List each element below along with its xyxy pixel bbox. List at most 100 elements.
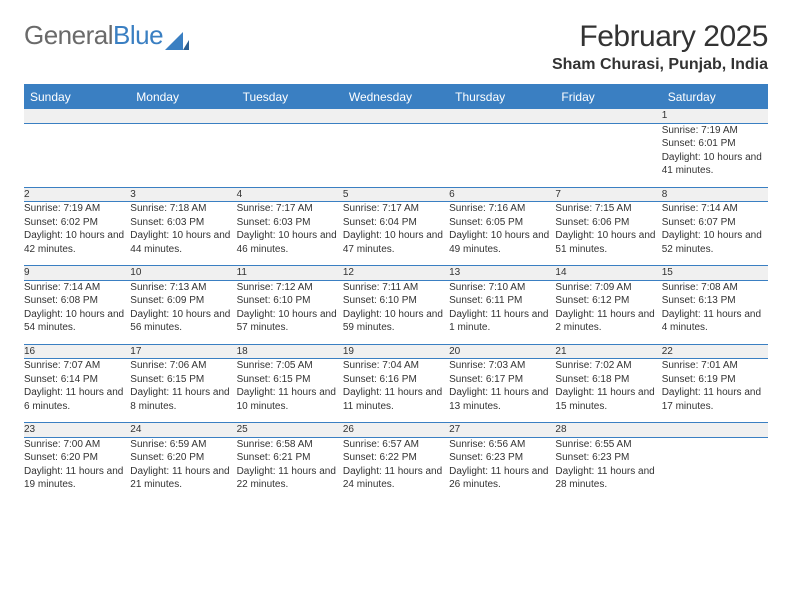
- day-number: 14: [555, 266, 661, 281]
- sunrise-text: Sunrise: 7:11 AM: [343, 281, 449, 295]
- sunset-text: Sunset: 6:14 PM: [24, 373, 130, 387]
- sunrise-text: Sunrise: 7:18 AM: [130, 202, 236, 216]
- day-detail: Sunrise: 7:19 AMSunset: 6:01 PMDaylight:…: [662, 123, 768, 187]
- sunrise-text: Sunrise: 7:16 AM: [449, 202, 555, 216]
- sunrise-text: Sunrise: 7:10 AM: [449, 281, 555, 295]
- day-detail: Sunrise: 7:05 AMSunset: 6:15 PMDaylight:…: [237, 359, 343, 423]
- sunrise-text: Sunrise: 6:56 AM: [449, 438, 555, 452]
- sunset-text: Sunset: 6:15 PM: [130, 373, 236, 387]
- day-number: 2: [24, 187, 130, 202]
- sunrise-text: Sunrise: 7:05 AM: [237, 359, 343, 373]
- sunset-text: Sunset: 6:22 PM: [343, 451, 449, 465]
- daylight-text: Daylight: 10 hours and 52 minutes.: [662, 229, 768, 256]
- day-header: Wednesday: [343, 85, 449, 109]
- day-detail: Sunrise: 7:17 AMSunset: 6:04 PMDaylight:…: [343, 202, 449, 266]
- daylight-text: Daylight: 11 hours and 13 minutes.: [449, 386, 555, 413]
- sunset-text: Sunset: 6:11 PM: [449, 294, 555, 308]
- sunset-text: Sunset: 6:21 PM: [237, 451, 343, 465]
- title-block: February 2025 Sham Churasi, Punjab, Indi…: [552, 20, 768, 74]
- sunset-text: Sunset: 6:18 PM: [555, 373, 661, 387]
- logo-text-blue: Blue: [113, 20, 163, 51]
- sunrise-text: Sunrise: 6:55 AM: [555, 438, 661, 452]
- day-detail: Sunrise: 7:13 AMSunset: 6:09 PMDaylight:…: [130, 280, 236, 344]
- sunset-text: Sunset: 6:17 PM: [449, 373, 555, 387]
- day-detail: Sunrise: 7:04 AMSunset: 6:16 PMDaylight:…: [343, 359, 449, 423]
- day-number: 23: [24, 423, 130, 438]
- day-number: 5: [343, 187, 449, 202]
- daylight-text: Daylight: 10 hours and 59 minutes.: [343, 308, 449, 335]
- day-number: [662, 423, 768, 438]
- daylight-text: Daylight: 10 hours and 51 minutes.: [555, 229, 661, 256]
- sunset-text: Sunset: 6:03 PM: [130, 216, 236, 230]
- day-number: 25: [237, 423, 343, 438]
- day-detail: Sunrise: 7:19 AMSunset: 6:02 PMDaylight:…: [24, 202, 130, 266]
- day-detail: Sunrise: 7:17 AMSunset: 6:03 PMDaylight:…: [237, 202, 343, 266]
- sunset-text: Sunset: 6:09 PM: [130, 294, 236, 308]
- detail-row: Sunrise: 7:00 AMSunset: 6:20 PMDaylight:…: [24, 437, 768, 501]
- sunset-text: Sunset: 6:15 PM: [237, 373, 343, 387]
- day-number: 18: [237, 344, 343, 359]
- sunrise-text: Sunrise: 7:04 AM: [343, 359, 449, 373]
- day-detail: Sunrise: 7:08 AMSunset: 6:13 PMDaylight:…: [662, 280, 768, 344]
- sunrise-text: Sunrise: 7:09 AM: [555, 281, 661, 295]
- sunrise-text: Sunrise: 7:06 AM: [130, 359, 236, 373]
- calendar-table: Sunday Monday Tuesday Wednesday Thursday…: [24, 84, 768, 501]
- sunset-text: Sunset: 6:06 PM: [555, 216, 661, 230]
- daylight-text: Daylight: 11 hours and 4 minutes.: [662, 308, 768, 335]
- logo-text-gray: General: [24, 20, 113, 51]
- sunset-text: Sunset: 6:10 PM: [237, 294, 343, 308]
- daylight-text: Daylight: 11 hours and 8 minutes.: [130, 386, 236, 413]
- daylight-text: Daylight: 10 hours and 41 minutes.: [662, 151, 768, 178]
- sunset-text: Sunset: 6:01 PM: [662, 137, 768, 151]
- daylight-text: Daylight: 11 hours and 2 minutes.: [555, 308, 661, 335]
- day-detail: [662, 437, 768, 501]
- daylight-text: Daylight: 10 hours and 47 minutes.: [343, 229, 449, 256]
- day-detail: Sunrise: 6:58 AMSunset: 6:21 PMDaylight:…: [237, 437, 343, 501]
- detail-row: Sunrise: 7:14 AMSunset: 6:08 PMDaylight:…: [24, 280, 768, 344]
- daynum-row: 1: [24, 109, 768, 124]
- day-detail: Sunrise: 7:03 AMSunset: 6:17 PMDaylight:…: [449, 359, 555, 423]
- sunrise-text: Sunrise: 7:07 AM: [24, 359, 130, 373]
- day-header: Tuesday: [237, 85, 343, 109]
- day-detail: Sunrise: 7:14 AMSunset: 6:08 PMDaylight:…: [24, 280, 130, 344]
- daylight-text: Daylight: 11 hours and 15 minutes.: [555, 386, 661, 413]
- daynum-row: 232425262728: [24, 423, 768, 438]
- day-number: 26: [343, 423, 449, 438]
- day-detail: [555, 123, 661, 187]
- logo-sail-icon: [165, 26, 189, 46]
- sunrise-text: Sunrise: 7:17 AM: [343, 202, 449, 216]
- sunset-text: Sunset: 6:07 PM: [662, 216, 768, 230]
- day-number: 12: [343, 266, 449, 281]
- day-detail: [24, 123, 130, 187]
- sunrise-text: Sunrise: 6:59 AM: [130, 438, 236, 452]
- sunrise-text: Sunrise: 7:08 AM: [662, 281, 768, 295]
- daylight-text: Daylight: 11 hours and 26 minutes.: [449, 465, 555, 492]
- sunset-text: Sunset: 6:20 PM: [130, 451, 236, 465]
- detail-row: Sunrise: 7:19 AMSunset: 6:02 PMDaylight:…: [24, 202, 768, 266]
- day-detail: Sunrise: 7:07 AMSunset: 6:14 PMDaylight:…: [24, 359, 130, 423]
- daylight-text: Daylight: 10 hours and 42 minutes.: [24, 229, 130, 256]
- sunset-text: Sunset: 6:19 PM: [662, 373, 768, 387]
- day-number: 8: [662, 187, 768, 202]
- daylight-text: Daylight: 10 hours and 46 minutes.: [237, 229, 343, 256]
- daylight-text: Daylight: 11 hours and 6 minutes.: [24, 386, 130, 413]
- day-detail: Sunrise: 7:12 AMSunset: 6:10 PMDaylight:…: [237, 280, 343, 344]
- sunrise-text: Sunrise: 7:14 AM: [24, 281, 130, 295]
- sunset-text: Sunset: 6:23 PM: [555, 451, 661, 465]
- sunrise-text: Sunrise: 7:02 AM: [555, 359, 661, 373]
- day-detail: [343, 123, 449, 187]
- daynum-row: 2345678: [24, 187, 768, 202]
- calendar-body: 1Sunrise: 7:19 AMSunset: 6:01 PMDaylight…: [24, 109, 768, 502]
- day-header: Thursday: [449, 85, 555, 109]
- day-detail: Sunrise: 6:59 AMSunset: 6:20 PMDaylight:…: [130, 437, 236, 501]
- day-number: 19: [343, 344, 449, 359]
- sunset-text: Sunset: 6:23 PM: [449, 451, 555, 465]
- day-header: Sunday: [24, 85, 130, 109]
- day-detail: Sunrise: 6:57 AMSunset: 6:22 PMDaylight:…: [343, 437, 449, 501]
- sunset-text: Sunset: 6:08 PM: [24, 294, 130, 308]
- sunrise-text: Sunrise: 7:19 AM: [24, 202, 130, 216]
- day-number: 15: [662, 266, 768, 281]
- sunset-text: Sunset: 6:05 PM: [449, 216, 555, 230]
- daylight-text: Daylight: 10 hours and 54 minutes.: [24, 308, 130, 335]
- day-number: 10: [130, 266, 236, 281]
